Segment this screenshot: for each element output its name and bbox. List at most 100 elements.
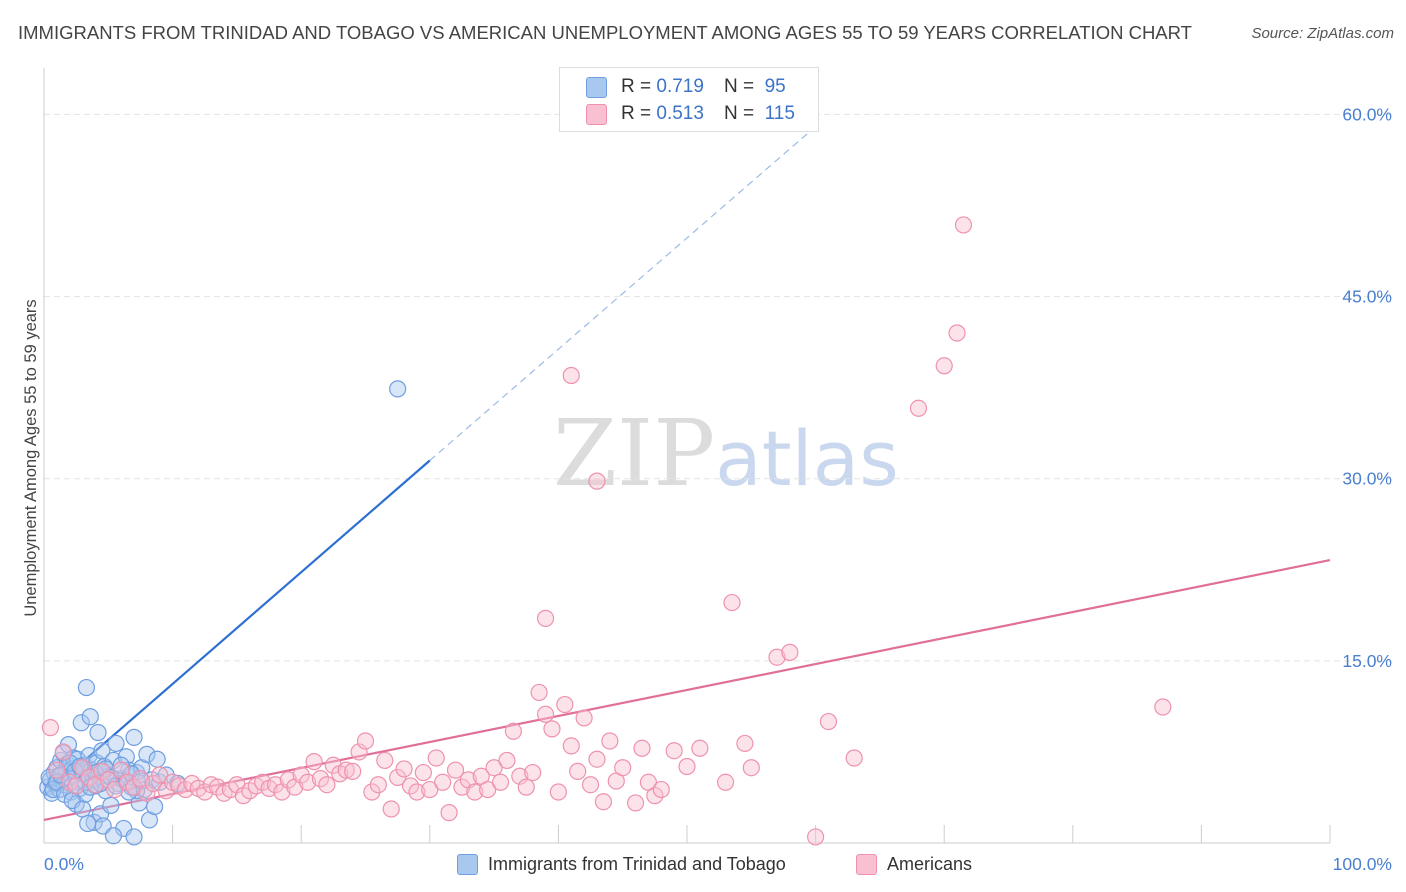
legend-r-value-immigrants: 0.719 xyxy=(656,76,704,97)
data-point xyxy=(324,756,342,774)
data-point xyxy=(491,773,510,791)
data-point xyxy=(89,723,107,742)
legend-n-label: N = xyxy=(723,76,755,97)
data-point xyxy=(845,749,863,767)
data-point xyxy=(138,745,156,763)
data-point xyxy=(350,743,368,761)
data-point xyxy=(176,780,195,799)
data-point xyxy=(909,399,928,417)
y-tick-label-2: 45.0% xyxy=(1342,287,1392,307)
data-point xyxy=(646,787,664,805)
data-point xyxy=(145,797,164,816)
data-point xyxy=(665,742,683,760)
data-point xyxy=(389,380,407,398)
data-point xyxy=(93,762,111,780)
bottom-legend-label-immigrants: Immigrants from Trinidad and Tobago xyxy=(488,853,786,874)
data-point xyxy=(408,783,426,801)
data-point xyxy=(446,761,465,779)
data-point xyxy=(318,776,336,794)
data-point xyxy=(440,804,458,822)
data-point xyxy=(305,753,323,771)
data-point xyxy=(54,743,72,761)
data-point xyxy=(768,648,786,666)
watermark-zip: ZIP xyxy=(553,400,716,507)
data-point xyxy=(485,759,503,777)
data-point xyxy=(581,776,600,794)
trend-line-1 xyxy=(43,558,1331,822)
chart-title: IMMIGRANTS FROM TRINIDAD AND TOBAGO VS A… xyxy=(18,22,1192,43)
data-point xyxy=(504,722,522,740)
data-point xyxy=(157,782,175,800)
bottom-legend-swatch-americans xyxy=(856,853,877,875)
data-point xyxy=(125,728,143,746)
series-points-0 xyxy=(39,380,407,846)
data-point xyxy=(382,800,400,818)
data-point xyxy=(562,366,580,385)
data-point xyxy=(311,770,330,788)
data-point xyxy=(138,784,156,802)
data-point xyxy=(104,827,123,845)
data-point xyxy=(389,768,407,787)
data-point xyxy=(819,712,838,731)
data-point xyxy=(401,777,420,795)
data-point xyxy=(99,771,117,789)
legend-row-americans: R = 0.513 N = 115 xyxy=(586,101,795,127)
data-point xyxy=(948,324,966,342)
data-point xyxy=(67,777,85,795)
data-point xyxy=(61,754,79,772)
data-point xyxy=(106,780,124,799)
gridlines xyxy=(44,113,1392,662)
legend-row-immigrants: R = 0.719 N = 95 xyxy=(586,74,786,100)
bottom-legend-immigrants: Immigrants from Trinidad and Tobago xyxy=(457,850,786,878)
tick-labels: 15.0% 30.0% 45.0% 60.0% 0.0% 100.0% xyxy=(44,104,1392,874)
y-axis-label: Unemployment Among Ages 55 to 59 years xyxy=(22,299,40,616)
data-point xyxy=(498,751,516,770)
data-point xyxy=(543,720,561,738)
data-point xyxy=(369,776,387,794)
data-point xyxy=(569,762,587,780)
data-point xyxy=(209,778,227,796)
data-point xyxy=(517,778,535,796)
data-point xyxy=(337,761,355,779)
data-point xyxy=(41,719,60,737)
data-point xyxy=(536,705,555,723)
data-point xyxy=(511,767,529,785)
legend-r-label: R = xyxy=(621,76,652,97)
x-tick-label-1: 100.0% xyxy=(1333,854,1392,874)
data-point xyxy=(344,762,362,780)
data-point xyxy=(562,737,580,755)
data-point xyxy=(376,751,394,770)
data-point xyxy=(716,773,735,791)
data-point xyxy=(73,800,92,818)
bottom-legend-label-americans: Americans xyxy=(887,853,973,874)
data-point xyxy=(935,357,953,375)
data-point xyxy=(691,739,709,757)
data-point xyxy=(151,766,169,784)
data-point xyxy=(524,763,542,782)
data-point xyxy=(536,609,555,627)
watermark: ZIPatlas xyxy=(553,400,899,507)
y-tick-label-1: 30.0% xyxy=(1342,469,1392,489)
data-point xyxy=(736,734,754,753)
data-point xyxy=(79,814,97,833)
data-point xyxy=(575,709,593,727)
series-points-1 xyxy=(41,216,1172,846)
data-point xyxy=(601,732,619,750)
data-point xyxy=(806,828,825,846)
data-point xyxy=(530,683,548,702)
data-point xyxy=(742,759,760,777)
legend-n-value-immigrants: 95 xyxy=(764,76,786,97)
data-point xyxy=(148,750,166,768)
data-point xyxy=(73,759,92,777)
data-point xyxy=(299,773,317,791)
data-point xyxy=(652,780,670,799)
data-point xyxy=(614,759,632,777)
bottom-legend-swatch-immigrants xyxy=(457,853,478,875)
data-point xyxy=(427,749,445,767)
data-point xyxy=(588,750,606,768)
data-point xyxy=(723,593,741,612)
data-point xyxy=(356,732,375,750)
data-point xyxy=(954,216,973,234)
correlation-legend: R = 0.719 N = 95 R = 0.513 N = 115 xyxy=(559,67,819,132)
